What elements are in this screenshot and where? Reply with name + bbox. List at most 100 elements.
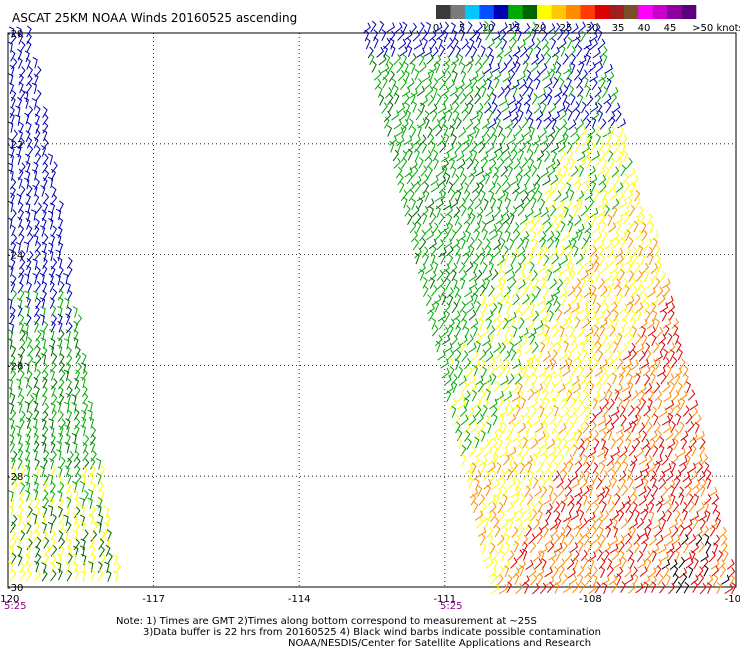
wind-barb — [704, 533, 710, 546]
wind-barb — [527, 76, 534, 89]
wind-barb — [446, 287, 454, 299]
wind-barb — [65, 482, 72, 495]
wind-barb — [525, 517, 532, 530]
wind-barb — [17, 48, 23, 61]
wind-barb — [643, 405, 651, 417]
wind-barb — [498, 96, 508, 107]
wind-barb — [466, 470, 473, 483]
wind-barb — [42, 376, 48, 389]
wind-barb — [638, 495, 647, 506]
wind-barb — [579, 302, 589, 313]
wind-barb — [560, 392, 570, 403]
wind-barb — [493, 206, 501, 218]
wind-barb — [566, 142, 573, 154]
wind-barb — [10, 32, 17, 45]
wind-barb — [16, 378, 22, 390]
wind-barb — [552, 262, 562, 274]
wind-barb — [483, 446, 493, 457]
wind-barb — [34, 466, 40, 479]
wind-barb — [371, 60, 377, 73]
wind-barb — [717, 559, 726, 571]
wind-barb — [31, 512, 38, 525]
wind-barb — [670, 356, 678, 369]
wind-barb — [489, 502, 497, 514]
wind-barb — [461, 102, 469, 114]
wind-barb — [41, 362, 49, 374]
wind-barb — [592, 397, 598, 410]
wind-barb — [425, 263, 434, 275]
wind-barb — [23, 241, 30, 253]
note-line-1: Note: 1) Times are GMT 2)Times along bot… — [116, 616, 537, 627]
wind-barb — [389, 135, 398, 146]
wind-barb — [430, 245, 437, 257]
wind-barb — [439, 44, 446, 57]
wind-barb — [560, 220, 566, 233]
wind-barb — [505, 501, 514, 513]
wind-barb — [476, 413, 484, 425]
wind-barb — [470, 71, 479, 82]
wind-barb — [558, 182, 566, 194]
wind-barb — [527, 252, 534, 265]
wind-barb — [602, 127, 612, 138]
wind-barb — [677, 382, 683, 394]
wind-barb — [473, 261, 479, 274]
wind-barb — [648, 358, 657, 370]
wind-barb — [27, 497, 34, 509]
wind-barb — [499, 22, 508, 33]
wind-barb — [544, 397, 550, 409]
wind-barb — [567, 357, 573, 370]
wind-barb — [389, 140, 395, 153]
wind-barb — [495, 390, 505, 402]
wind-barb — [81, 385, 88, 398]
legend-label: 35 — [612, 23, 625, 34]
wind-barb — [699, 437, 706, 450]
wind-barb — [524, 485, 531, 498]
wind-barb — [511, 391, 521, 403]
wind-barb — [441, 151, 450, 162]
wind-barb — [654, 455, 663, 466]
wind-barb — [567, 460, 574, 473]
wind-barb — [474, 436, 480, 449]
wind-barb — [525, 207, 534, 219]
wind-barb — [474, 93, 482, 105]
wind-barb — [598, 277, 605, 290]
wind-barb — [473, 292, 479, 305]
wind-barb — [382, 76, 388, 89]
wind-barb — [397, 173, 404, 186]
wind-barb — [476, 206, 484, 219]
wind-barb — [665, 574, 671, 586]
wind-barb — [653, 382, 661, 394]
wind-barb — [528, 327, 537, 339]
wind-barb — [594, 86, 602, 98]
wind-barb — [620, 477, 626, 490]
wind-barb — [590, 526, 598, 538]
legend-swatch — [609, 5, 625, 19]
wind-barb — [434, 192, 443, 202]
wind-barb — [534, 350, 543, 362]
wind-barb — [504, 118, 514, 130]
wind-barb — [477, 247, 486, 259]
wind-barb — [390, 45, 396, 57]
wind-barb — [429, 277, 435, 289]
wind-barb — [481, 398, 489, 410]
wind-barb — [531, 54, 540, 65]
wind-barb — [51, 186, 57, 198]
wind-barb — [554, 300, 561, 313]
wind-barb — [631, 566, 638, 578]
wind-barb — [103, 506, 110, 518]
wind-barb — [685, 413, 693, 425]
wind-barb — [9, 441, 16, 453]
wind-barb — [430, 175, 439, 186]
wind-barb — [586, 230, 592, 243]
wind-barb — [602, 542, 611, 554]
wind-barb — [407, 45, 413, 57]
wind-barb — [473, 158, 480, 171]
wind-barb — [542, 214, 551, 225]
wind-barb — [27, 345, 34, 357]
wind-barb — [482, 301, 488, 314]
wind-barb — [611, 476, 617, 489]
wind-barb — [33, 193, 40, 206]
time-label: 5:25 — [4, 601, 26, 612]
wind-barb — [602, 188, 608, 201]
wind-barb — [88, 472, 94, 485]
